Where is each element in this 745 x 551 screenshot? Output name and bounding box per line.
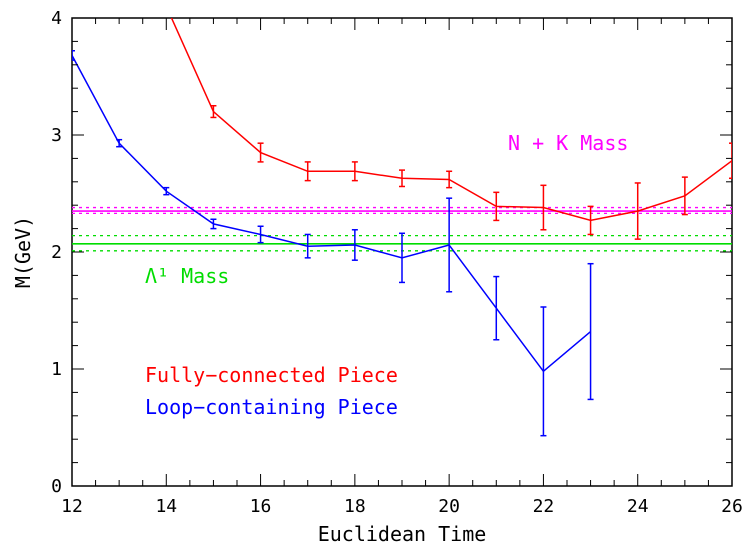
series-0-errorbar [446,170,453,189]
series-1-errorbar [446,197,453,293]
legend-fully-connected: Fully−connected Piece [145,363,398,387]
x-tick-label: 26 [721,496,743,517]
series-0-errorbar [210,105,217,119]
series-0-errorbar [351,161,358,182]
series-1-errorbar [116,138,123,148]
y-axis-label: M(GeV) [11,216,35,288]
y-tick-label: 2 [51,242,62,263]
series-1-errorbar [540,306,547,437]
x-tick-label: 18 [344,496,366,517]
series-0-errorbar [587,205,594,236]
y-tick-label: 0 [51,476,62,497]
x-tick-label: 16 [250,496,272,517]
x-tick-label: 12 [61,496,83,517]
series-layer [72,18,732,437]
series-0-errorbar [304,161,311,182]
series-0-errorbar [399,169,405,188]
series-1-errorbar [163,186,170,196]
series-1-errorbar [351,229,358,261]
series-1-errorbar [257,225,264,244]
y-tick-label: 1 [51,359,62,380]
x-axis-label: Euclidean Time [318,522,487,546]
series-0-errorbar [634,182,641,240]
series-1-errorbar [587,262,594,401]
series-1-line [72,55,592,373]
series-0-errorbar [681,176,688,216]
series-0-errorbar [729,142,732,180]
series-0-errorbar [493,191,500,222]
series-1-errorbar [210,218,217,230]
series-1-errorbar [399,232,405,284]
series-1-errorbar [304,233,311,259]
series-0-errorbar [540,184,547,231]
series-1-errorbar [493,275,500,341]
y-tick-label: 3 [51,125,62,146]
nk-mass-label: N + K Mass [508,131,628,155]
x-tick-label: 24 [627,496,649,517]
series-1-errorbar [72,50,75,61]
y-tick-label: 4 [51,8,62,29]
series-0-errorbar [257,142,264,163]
x-tick-label: 22 [533,496,555,517]
lambda-mass-label: Λ¹ Mass [145,264,229,288]
x-tick-label: 14 [155,496,177,517]
x-tick-label: 20 [438,496,460,517]
legend-loop-containing: Loop−containing Piece [145,395,398,419]
